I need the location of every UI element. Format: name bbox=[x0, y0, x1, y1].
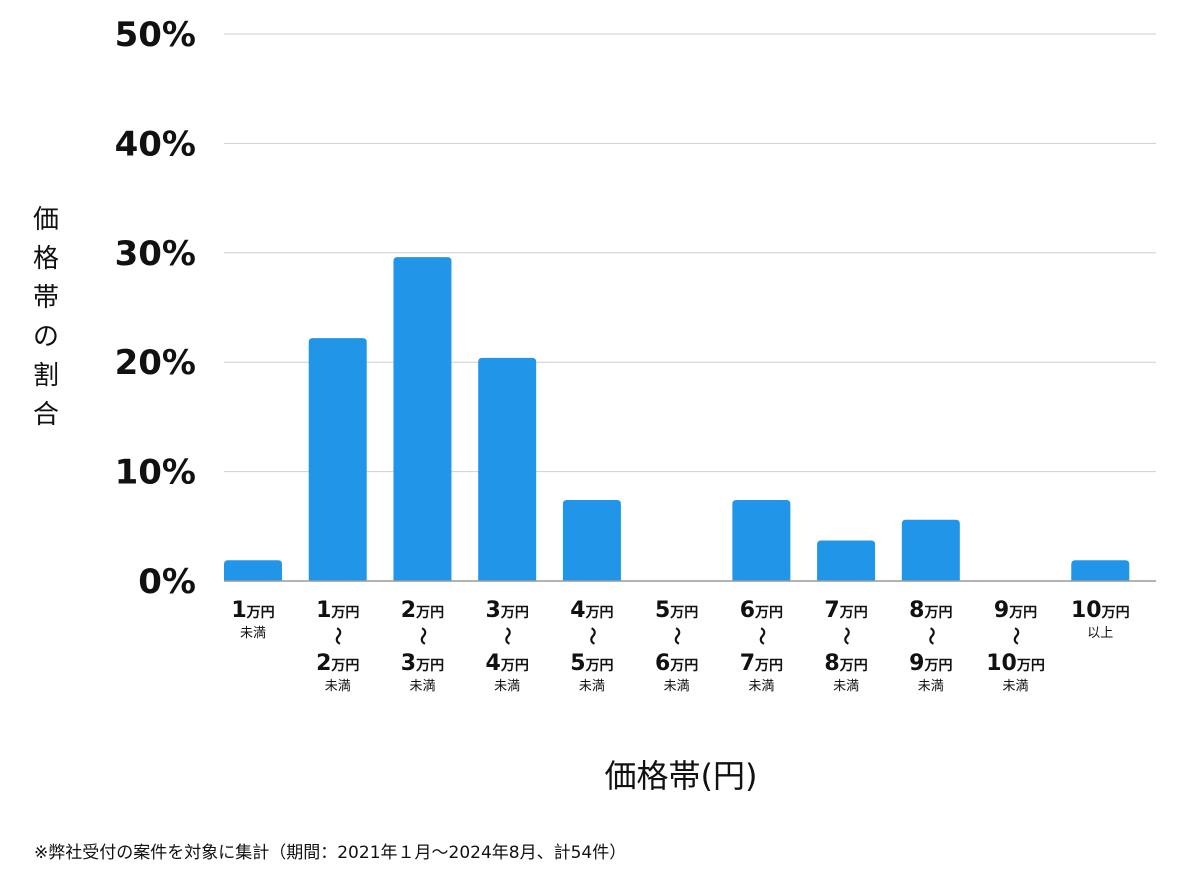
category-amount: 2万円 bbox=[316, 651, 359, 676]
bar bbox=[393, 257, 452, 581]
category-suffix: 未満 bbox=[748, 679, 774, 694]
bar bbox=[732, 500, 791, 581]
category-amount: 10万円 bbox=[986, 651, 1045, 676]
range-separator: 〜 bbox=[750, 627, 771, 645]
range-separator: 〜 bbox=[327, 627, 348, 645]
category-amount: 4万円 bbox=[570, 598, 613, 623]
range-separator: 〜 bbox=[920, 627, 941, 645]
y-axis-label-char: 格 bbox=[33, 244, 59, 274]
category-amount: 6万円 bbox=[655, 651, 698, 676]
y-tick-label: 30% bbox=[115, 234, 196, 274]
y-tick-label: 50% bbox=[115, 15, 196, 55]
y-tick-label: 40% bbox=[115, 124, 196, 164]
category-suffix: 以上 bbox=[1087, 626, 1113, 641]
bar bbox=[901, 519, 960, 581]
category-amount: 5万円 bbox=[655, 598, 698, 623]
category-suffix: 未満 bbox=[833, 679, 859, 694]
category-suffix: 未満 bbox=[579, 679, 605, 694]
category-suffix: 未満 bbox=[494, 679, 520, 694]
y-axis-label-char: 割 bbox=[33, 361, 59, 391]
bar bbox=[224, 560, 282, 581]
category-amount: 7万円 bbox=[740, 651, 783, 676]
category-amount: 2万円 bbox=[401, 598, 444, 623]
range-separator: 〜 bbox=[666, 627, 687, 645]
category-amount: 1万円 bbox=[316, 598, 359, 623]
category-suffix: 未満 bbox=[1003, 679, 1029, 694]
y-axis-label-char: 帯 bbox=[33, 283, 59, 313]
bar bbox=[1071, 560, 1130, 581]
category-suffix: 未満 bbox=[409, 679, 435, 694]
category-amount: 7万円 bbox=[824, 598, 867, 623]
range-separator: 〜 bbox=[581, 627, 602, 645]
y-tick-label: 10% bbox=[115, 453, 196, 493]
range-separator: 〜 bbox=[496, 627, 517, 645]
gridlines bbox=[224, 33, 1156, 473]
category-suffix: 未満 bbox=[664, 679, 690, 694]
category-amount: 9万円 bbox=[909, 651, 952, 676]
y-axis-label-char: 価 bbox=[33, 205, 59, 235]
category-amount: 8万円 bbox=[824, 651, 867, 676]
category-suffix: 未満 bbox=[240, 626, 266, 641]
category-amount: 8万円 bbox=[909, 598, 952, 623]
category-amount: 6万円 bbox=[740, 598, 783, 623]
category-suffix: 未満 bbox=[918, 679, 944, 694]
range-separator: 〜 bbox=[1005, 627, 1026, 645]
bar bbox=[817, 540, 876, 581]
category-amount: 5万円 bbox=[570, 651, 613, 676]
category-amount: 10万円 bbox=[1071, 598, 1130, 623]
bars bbox=[224, 257, 1130, 581]
bar bbox=[308, 338, 367, 581]
category-amount: 1万円 bbox=[231, 598, 274, 623]
y-tick-labels: 0% 10% 20% 30% 40% 50% bbox=[115, 15, 196, 602]
y-tick-label: 0% bbox=[138, 562, 196, 602]
category-amount: 3万円 bbox=[486, 598, 529, 623]
bar bbox=[562, 500, 621, 581]
y-axis-label-char: 合 bbox=[33, 400, 59, 430]
category-suffix: 未満 bbox=[325, 679, 351, 694]
y-tick-label: 20% bbox=[115, 343, 196, 383]
x-axis-label: 価格帯(円) bbox=[605, 757, 758, 795]
category-amount: 9万円 bbox=[994, 598, 1037, 623]
category-amount: 3万円 bbox=[401, 651, 444, 676]
y-axis-label-char: の bbox=[33, 322, 59, 352]
category-amount: 4万円 bbox=[486, 651, 529, 676]
range-separator: 〜 bbox=[835, 627, 856, 645]
range-separator: 〜 bbox=[411, 627, 432, 645]
bar bbox=[478, 357, 537, 581]
footnote: ※弊社受付の案件を対象に集計（期間：2021年１月〜2024年8月、計54件） bbox=[34, 843, 627, 863]
category-labels: 1万円未満1万円〜2万円未満2万円〜3万円未満3万円〜4万円未満4万円〜5万円未… bbox=[231, 598, 1129, 694]
